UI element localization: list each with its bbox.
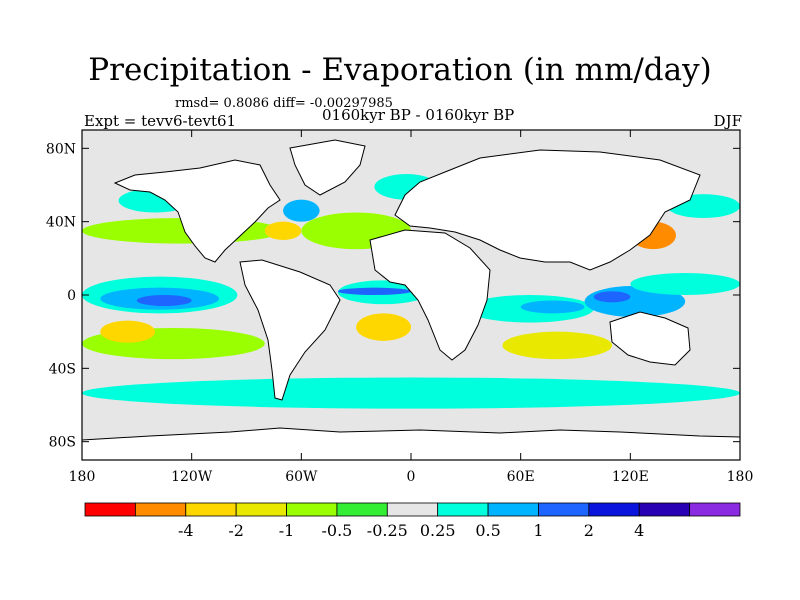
colorbar-label-1: -2 — [228, 521, 244, 540]
field-region-22 — [82, 377, 740, 409]
lat-tick-label-1: 40N — [46, 215, 76, 231]
land-layer — [82, 139, 740, 460]
lat-tick-label-4: 80S — [49, 435, 76, 451]
season-label: DJF — [713, 112, 742, 130]
colorbar-label-2: -1 — [279, 521, 295, 540]
colorbar-label-8: 2 — [584, 521, 594, 540]
colorbar-swatch-12 — [689, 502, 741, 517]
colorbar-swatch-11 — [638, 502, 691, 517]
lon-tick-label-4: 60E — [507, 469, 535, 485]
colorbar-swatch-5 — [336, 502, 388, 517]
stats-label: rmsd= 0.8086 diff= -0.00297985 — [175, 96, 393, 111]
colorbar-label-5: 0.25 — [420, 521, 456, 540]
south-america-land — [239, 259, 341, 401]
field-region-21 — [502, 331, 613, 360]
colorbar-label-9: 4 — [634, 521, 644, 540]
colorbar-label-0: -4 — [178, 521, 194, 540]
lat-tick-label-0: 80N — [46, 141, 76, 157]
lat-tick-label-3: 40S — [49, 361, 76, 377]
colorbar-swatch-9 — [538, 502, 590, 517]
africa-land — [369, 229, 491, 361]
lon-tick-label-0: 180 — [69, 469, 96, 485]
colorbar-swatch-6 — [386, 502, 439, 517]
experiment-label: Expt = tevv6-tevt61 — [84, 112, 237, 130]
colorbar-swatch-8 — [487, 502, 539, 517]
colorbar-label-4: -0.25 — [367, 521, 408, 540]
field-region-2 — [136, 295, 192, 306]
field-region-20 — [356, 313, 412, 341]
field-region-12 — [283, 199, 320, 222]
field-layer — [82, 174, 740, 409]
field-region-4 — [337, 287, 412, 296]
axis-ticks: 180 120W 60W 0 60E 120E 180 80N 40N 0 40S 80S — [46, 130, 753, 485]
colorbar-swatch-10 — [588, 502, 640, 517]
field-region-6 — [520, 300, 585, 314]
lon-tick-label-6: 180 — [727, 469, 754, 485]
lon-tick-label-1: 120W — [171, 469, 213, 485]
colorbar-swatch-0 — [84, 502, 136, 517]
colorbar-label-7: 1 — [533, 521, 543, 540]
lon-tick-label-3: 0 — [407, 469, 416, 485]
greenland-land — [289, 139, 366, 196]
field-region-13 — [264, 221, 302, 240]
colorbar: -4 -2 -1 -0.5 -0.25 0.25 0.5 1 2 4 — [84, 502, 741, 540]
lon-tick-label-5: 120E — [612, 469, 649, 485]
colorbar-swatch-4 — [286, 502, 338, 517]
field-region-19 — [100, 320, 156, 343]
period-label: 0160kyr BP - 0160kyr BP — [322, 106, 515, 124]
north-america-land — [113, 159, 281, 263]
field-region-9 — [630, 273, 740, 295]
colorbar-swatch-3 — [235, 502, 287, 517]
lon-tick-label-2: 60W — [285, 469, 318, 485]
field-region-8 — [593, 291, 631, 303]
colorbar-label-3: -0.5 — [321, 521, 352, 540]
colorbar-swatch-2 — [185, 502, 237, 517]
eurasia-land — [394, 149, 701, 271]
antarctica-land — [82, 427, 740, 460]
figure-title: Precipitation - Evaporation (in mm/day) — [88, 52, 712, 88]
colorbar-swatch-7 — [437, 502, 489, 517]
colorbar-label-6: 0.5 — [475, 521, 500, 540]
colorbar-swatch-1 — [134, 502, 187, 517]
australia-land — [609, 311, 691, 366]
lat-tick-label-2: 0 — [67, 288, 76, 304]
